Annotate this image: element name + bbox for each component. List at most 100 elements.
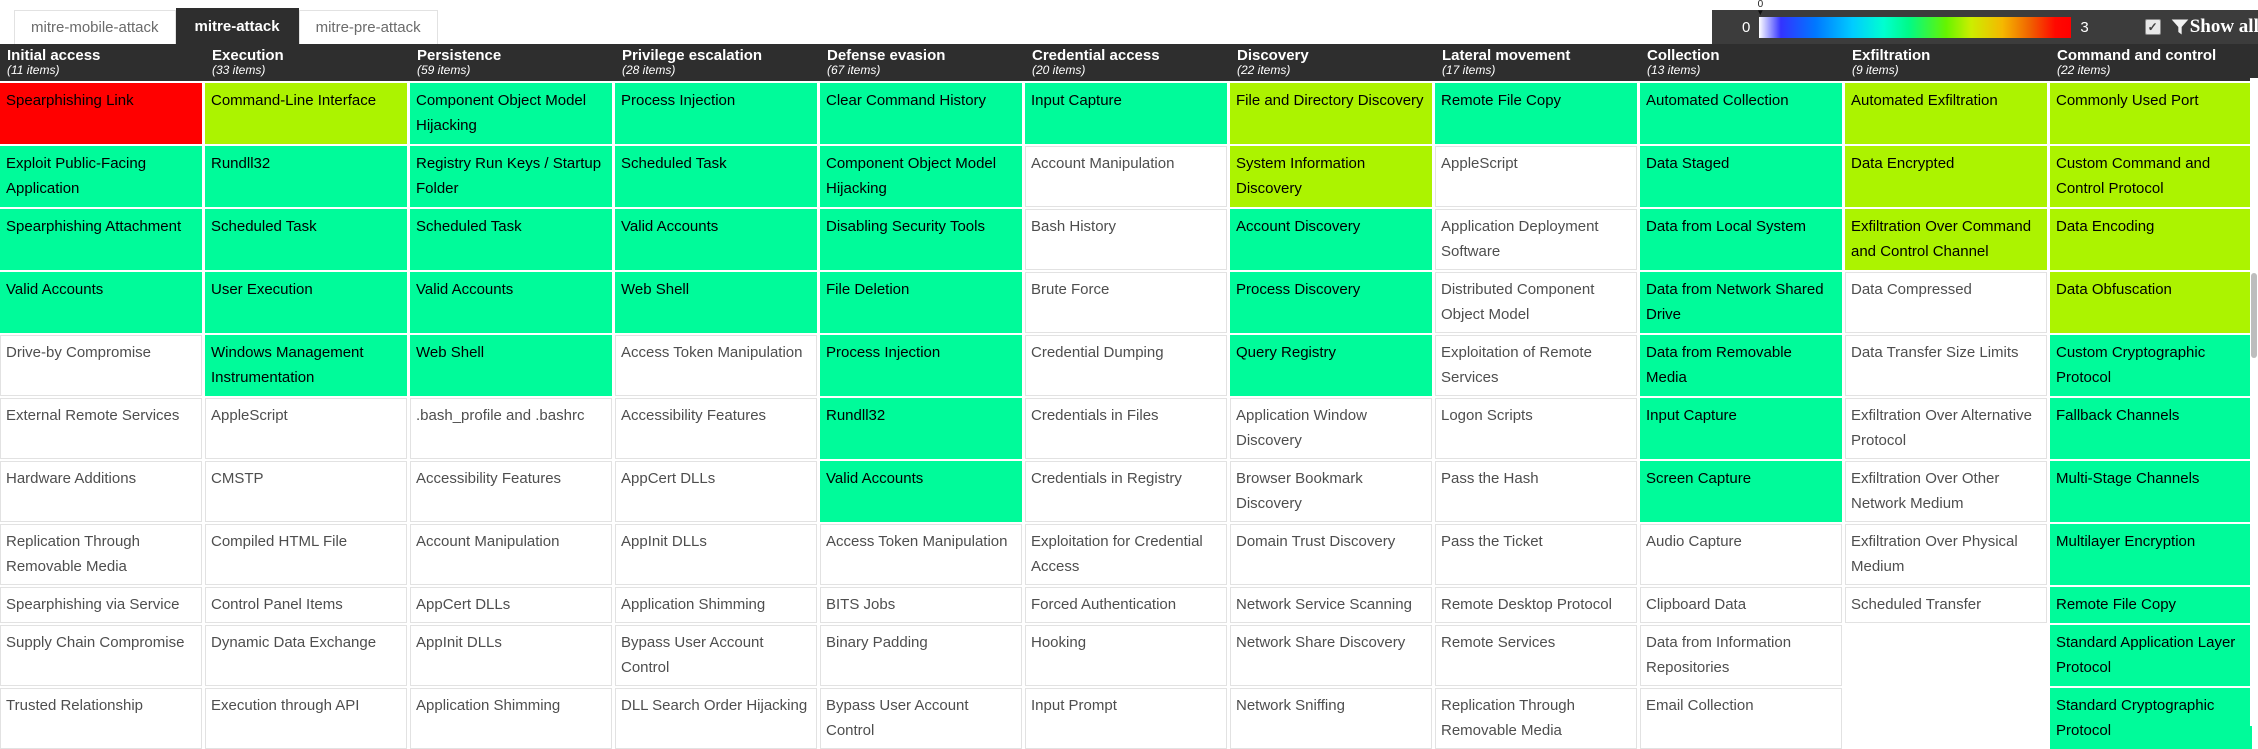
technique-cell[interactable]: BITS Jobs xyxy=(820,587,1022,623)
tab-mitre-attack[interactable]: mitre-attack xyxy=(175,8,299,44)
technique-cell[interactable]: Domain Trust Discovery xyxy=(1230,524,1432,585)
technique-cell[interactable]: Registry Run Keys / Startup Folder xyxy=(410,146,612,207)
technique-cell[interactable]: Accessibility Features xyxy=(410,461,612,522)
scrollbar-thumb[interactable] xyxy=(2251,273,2257,358)
technique-cell[interactable]: Binary Padding xyxy=(820,625,1022,686)
technique-cell[interactable]: Bypass User Account Control xyxy=(820,688,1022,749)
technique-cell[interactable]: Exfiltration Over Alternative Protocol xyxy=(1845,398,2047,459)
technique-cell[interactable]: System Information Discovery xyxy=(1230,146,1432,207)
technique-cell[interactable]: Data from Local System xyxy=(1640,209,1842,270)
technique-cell[interactable]: AppInit DLLs xyxy=(410,625,612,686)
technique-cell[interactable]: Data from Removable Media xyxy=(1640,335,1842,396)
technique-cell[interactable]: Logon Scripts xyxy=(1435,398,1637,459)
technique-cell[interactable]: External Remote Services xyxy=(0,398,202,459)
technique-cell[interactable]: Account Manipulation xyxy=(410,524,612,585)
technique-cell[interactable]: Accessibility Features xyxy=(615,398,817,459)
technique-cell[interactable]: Multi-Stage Channels xyxy=(2050,461,2252,522)
technique-cell[interactable]: Data Encoding xyxy=(2050,209,2252,270)
technique-cell[interactable]: Disabling Security Tools xyxy=(820,209,1022,270)
technique-cell[interactable]: Exfiltration Over Physical Medium xyxy=(1845,524,2047,585)
technique-cell[interactable]: Multilayer Encryption xyxy=(2050,524,2252,585)
technique-cell[interactable]: Data from Information Repositories xyxy=(1640,625,1842,686)
technique-cell[interactable]: AppleScript xyxy=(1435,146,1637,207)
technique-cell[interactable]: Brute Force xyxy=(1025,272,1227,333)
technique-cell[interactable]: Fallback Channels xyxy=(2050,398,2252,459)
technique-cell[interactable]: Input Prompt xyxy=(1025,688,1227,749)
technique-cell[interactable]: Bypass User Account Control xyxy=(615,625,817,686)
technique-cell[interactable]: Network Share Discovery xyxy=(1230,625,1432,686)
technique-cell[interactable]: Credential Dumping xyxy=(1025,335,1227,396)
technique-cell[interactable]: AppleScript xyxy=(205,398,407,459)
technique-cell[interactable]: Audio Capture xyxy=(1640,524,1842,585)
show-all-checkbox[interactable]: ✓ xyxy=(2144,19,2161,35)
technique-cell[interactable]: AppInit DLLs xyxy=(615,524,817,585)
technique-cell[interactable]: Replication Through Removable Media xyxy=(0,524,202,585)
technique-cell[interactable]: Spearphishing Link xyxy=(0,83,202,144)
technique-cell[interactable]: Forced Authentication xyxy=(1025,587,1227,623)
technique-cell[interactable]: Scheduled Transfer xyxy=(1845,587,2047,623)
technique-cell[interactable]: Account Discovery xyxy=(1230,209,1432,270)
technique-cell[interactable]: Application Shimming xyxy=(410,688,612,749)
technique-cell[interactable]: Compiled HTML File xyxy=(205,524,407,585)
technique-cell[interactable]: Exploitation of Remote Services xyxy=(1435,335,1637,396)
technique-cell[interactable]: Application Window Discovery xyxy=(1230,398,1432,459)
technique-cell[interactable]: Data Compressed xyxy=(1845,272,2047,333)
technique-cell[interactable]: Standard Application Layer Protocol xyxy=(2050,625,2252,686)
technique-cell[interactable]: Hooking xyxy=(1025,625,1227,686)
technique-cell[interactable]: Process Injection xyxy=(820,335,1022,396)
technique-cell[interactable]: Replication Through Removable Media xyxy=(1435,688,1637,749)
technique-cell[interactable]: Automated Collection xyxy=(1640,83,1842,144)
technique-cell[interactable]: Data Encrypted xyxy=(1845,146,2047,207)
technique-cell[interactable]: Account Manipulation xyxy=(1025,146,1227,207)
technique-cell[interactable]: Screen Capture xyxy=(1640,461,1842,522)
technique-cell[interactable]: Custom Cryptographic Protocol xyxy=(2050,335,2252,396)
technique-cell[interactable]: CMSTP xyxy=(205,461,407,522)
technique-cell[interactable]: Control Panel Items xyxy=(205,587,407,623)
technique-cell[interactable]: Standard Cryptographic Protocol xyxy=(2050,688,2252,749)
technique-cell[interactable]: User Execution xyxy=(205,272,407,333)
technique-cell[interactable]: Valid Accounts xyxy=(0,272,202,333)
technique-cell[interactable]: Input Capture xyxy=(1640,398,1842,459)
technique-cell[interactable]: Spearphishing Attachment xyxy=(0,209,202,270)
technique-cell[interactable]: Pass the Ticket xyxy=(1435,524,1637,585)
tab-mitre-mobile-attack[interactable]: mitre-mobile-attack xyxy=(14,10,176,44)
technique-cell[interactable]: Command-Line Interface xyxy=(205,83,407,144)
technique-cell[interactable]: Scheduled Task xyxy=(205,209,407,270)
technique-cell[interactable]: Process Discovery xyxy=(1230,272,1432,333)
technique-cell[interactable]: Browser Bookmark Discovery xyxy=(1230,461,1432,522)
technique-cell[interactable]: Remote File Copy xyxy=(1435,83,1637,144)
vertical-scrollbar[interactable] xyxy=(2250,78,2258,726)
technique-cell[interactable]: Data Obfuscation xyxy=(2050,272,2252,333)
technique-cell[interactable]: Web Shell xyxy=(410,335,612,396)
technique-cell[interactable]: Data Transfer Size Limits xyxy=(1845,335,2047,396)
technique-cell[interactable]: Data Staged xyxy=(1640,146,1842,207)
gradient-handle[interactable]: 0 ▼ xyxy=(1752,0,1768,17)
technique-cell[interactable]: Bash History xyxy=(1025,209,1227,270)
technique-cell[interactable]: Trusted Relationship xyxy=(0,688,202,749)
technique-cell[interactable]: Rundll32 xyxy=(205,146,407,207)
technique-cell[interactable]: Spearphishing via Service xyxy=(0,587,202,623)
technique-cell[interactable]: Windows Management Instrumentation xyxy=(205,335,407,396)
technique-cell[interactable]: Hardware Additions xyxy=(0,461,202,522)
technique-cell[interactable]: Input Capture xyxy=(1025,83,1227,144)
technique-cell[interactable]: Commonly Used Port xyxy=(2050,83,2252,144)
technique-cell[interactable]: Clear Command History xyxy=(820,83,1022,144)
technique-cell[interactable]: Application Shimming xyxy=(615,587,817,623)
technique-cell[interactable]: Query Registry xyxy=(1230,335,1432,396)
technique-cell[interactable]: Credentials in Files xyxy=(1025,398,1227,459)
technique-cell[interactable]: File and Directory Discovery xyxy=(1230,83,1432,144)
technique-cell[interactable]: Process Injection xyxy=(615,83,817,144)
technique-cell[interactable]: .bash_profile and .bashrc xyxy=(410,398,612,459)
technique-cell[interactable]: Email Collection xyxy=(1640,688,1842,749)
technique-cell[interactable]: Network Sniffing xyxy=(1230,688,1432,749)
technique-cell[interactable]: Web Shell xyxy=(615,272,817,333)
technique-cell[interactable]: Network Service Scanning xyxy=(1230,587,1432,623)
technique-cell[interactable]: Rundll32 xyxy=(820,398,1022,459)
technique-cell[interactable]: DLL Search Order Hijacking xyxy=(615,688,817,749)
technique-cell[interactable]: Valid Accounts xyxy=(615,209,817,270)
technique-cell[interactable]: Supply Chain Compromise xyxy=(0,625,202,686)
technique-cell[interactable]: Remote File Copy xyxy=(2050,587,2252,623)
filter-funnel-icon[interactable] xyxy=(2170,17,2190,37)
technique-cell[interactable]: Automated Exfiltration xyxy=(1845,83,2047,144)
technique-cell[interactable]: Remote Desktop Protocol xyxy=(1435,587,1637,623)
